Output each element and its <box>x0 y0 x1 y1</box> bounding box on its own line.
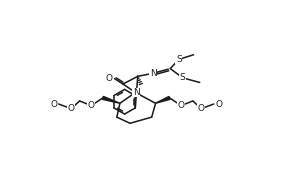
Text: N: N <box>133 88 140 97</box>
Text: O: O <box>105 74 112 83</box>
Text: O: O <box>198 104 205 113</box>
Text: O: O <box>88 101 95 110</box>
Polygon shape <box>102 96 120 103</box>
Text: O: O <box>67 104 75 113</box>
Text: N: N <box>150 69 157 78</box>
Text: O: O <box>178 101 185 110</box>
Text: S: S <box>180 73 186 82</box>
Text: O: O <box>215 100 222 109</box>
Polygon shape <box>156 96 170 103</box>
Text: S: S <box>176 55 182 64</box>
Text: O: O <box>50 100 57 109</box>
